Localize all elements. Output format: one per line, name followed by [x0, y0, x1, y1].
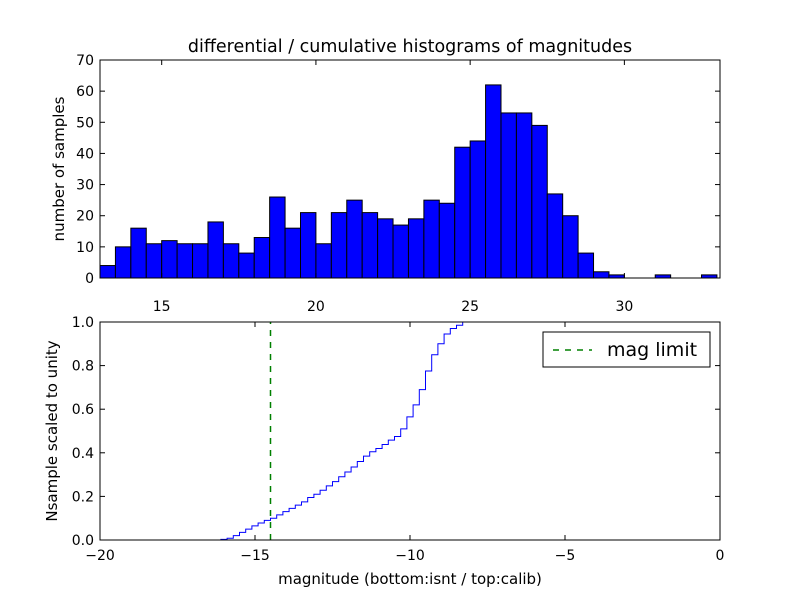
histogram-bar: [114, 246, 132, 279]
y-tick-label: 0.0: [72, 533, 94, 549]
histogram-bar: [207, 221, 224, 279]
histogram-bar: [176, 243, 194, 279]
histogram-bar: [500, 112, 517, 279]
histogram-bar: [192, 243, 209, 279]
histogram-bar: [577, 252, 595, 279]
x-tick-label: −10: [395, 548, 425, 564]
x-tick-label: −5: [555, 548, 576, 564]
y-tick-label: 0: [85, 271, 94, 287]
top-axis-ticks: 0 10 20 30 40 50 60 70 15 20 25 30: [76, 53, 720, 315]
x-tick-label: −15: [240, 548, 270, 564]
histogram-bar: [145, 243, 163, 279]
histogram-bar: [515, 112, 533, 279]
histogram-bar: [423, 199, 440, 279]
y-tick-label: 50: [76, 115, 94, 131]
y-tick-label: 10: [76, 240, 94, 256]
histogram-bar: [330, 212, 348, 279]
y-tick-label: 0.6: [72, 402, 94, 418]
histogram-bar: [346, 199, 363, 279]
y-tick-label: 1.0: [72, 315, 94, 331]
legend: mag limit: [542, 331, 711, 368]
y-tick-label: 0.8: [72, 359, 94, 375]
x-tick-label: 25: [461, 299, 479, 315]
histogram-bar: [546, 193, 564, 279]
bottom-cumulative-chart: 0.0 0.2 0.4 0.6 0.8 1.0 −20 −15 −10 −5 0 magnitude…: [43, 315, 724, 588]
y-tick-label: 20: [76, 209, 94, 225]
y-tick-label: 70: [76, 53, 94, 69]
y-tick-label: 0.2: [72, 489, 94, 505]
histogram-bar: [485, 84, 502, 279]
x-tick-label: 30: [615, 299, 633, 315]
y-tick-label: 30: [76, 178, 94, 194]
x-tick-label: 20: [307, 299, 325, 315]
cumulative-step-line: [100, 321, 721, 541]
bottom-axis-ticks: 0.0 0.2 0.4 0.6 0.8 1.0 −20 −15 −10 −5 0: [72, 315, 725, 564]
histogram-bars: [99, 84, 718, 279]
x-tick-label: 0: [716, 548, 725, 564]
chart-title: differential / cumulative histograms of …: [188, 37, 632, 57]
top-histogram-chart: differential / cumulative histograms of …: [50, 37, 721, 315]
histogram-bar: [593, 271, 610, 279]
histogram-bar: [438, 202, 456, 279]
cumulative-plot-area: [100, 321, 721, 541]
histogram-bar: [315, 243, 332, 279]
histogram-bar: [161, 240, 178, 279]
histogram-bar: [562, 215, 579, 279]
legend-label: mag limit: [607, 339, 697, 361]
histogram-bar: [130, 227, 147, 279]
histogram-bar: [284, 227, 301, 279]
histogram-bar: [407, 218, 425, 279]
histogram-bar: [469, 140, 487, 279]
histogram-bar: [253, 237, 271, 279]
x-tick-label: −20: [85, 548, 115, 564]
x-tick-label: 15: [153, 299, 171, 315]
histogram-bar: [454, 146, 471, 279]
histogram-bar: [361, 212, 379, 279]
histogram-bar: [238, 252, 255, 279]
histogram-bar: [299, 212, 317, 279]
histogram-bar: [377, 218, 394, 279]
histogram-bar: [222, 243, 240, 279]
y-tick-label: 60: [76, 84, 94, 100]
histogram-bar: [269, 196, 286, 279]
bottom-x-axis-label: magnitude (bottom:isnt / top:calib): [278, 570, 542, 588]
y-tick-label: 40: [76, 146, 94, 162]
top-y-axis-label: number of samples: [50, 96, 68, 241]
bottom-y-axis-label: Nsample scaled to unity: [43, 340, 61, 521]
histogram-bar: [392, 224, 409, 279]
histogram-bar: [531, 124, 548, 279]
y-tick-label: 0.4: [72, 446, 94, 462]
top-axes-frame: [99, 59, 721, 279]
histogram-bar: [99, 265, 116, 279]
